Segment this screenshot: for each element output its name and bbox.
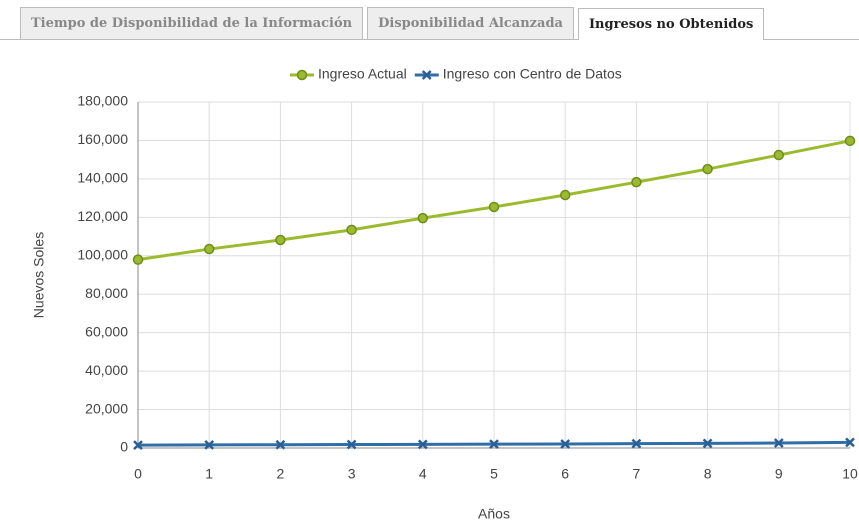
y-tick-label: 120,000 bbox=[77, 208, 128, 224]
tab[interactable]: Disponibilidad Alcanzada bbox=[367, 7, 574, 39]
marker bbox=[417, 212, 429, 224]
y-tick-label: 20,000 bbox=[85, 400, 128, 416]
x-tick-label: 6 bbox=[561, 466, 569, 482]
marker bbox=[845, 437, 855, 448]
marker bbox=[702, 163, 713, 175]
x-tick-label: 1 bbox=[205, 466, 213, 482]
marker bbox=[489, 439, 499, 450]
marker bbox=[702, 438, 713, 449]
legend-marker bbox=[421, 70, 432, 80]
marker bbox=[559, 189, 571, 201]
x-tick-label: 9 bbox=[775, 466, 783, 482]
x-tick-label: 2 bbox=[277, 466, 285, 482]
marker bbox=[346, 439, 357, 450]
legend-marker bbox=[296, 69, 308, 81]
x-tick-label: 10 bbox=[842, 466, 858, 482]
marker bbox=[631, 438, 642, 449]
y-tick-label: 100,000 bbox=[77, 246, 128, 262]
tab[interactable]: Ingresos no Obtenidos bbox=[577, 8, 765, 40]
x-tick-label: 7 bbox=[633, 466, 641, 482]
marker bbox=[631, 176, 642, 188]
marker bbox=[275, 234, 286, 246]
x-tick-label: 0 bbox=[134, 466, 142, 482]
marker bbox=[488, 201, 500, 213]
marker bbox=[275, 439, 286, 450]
x-tick-label: 3 bbox=[348, 466, 356, 482]
x-tick-label: 4 bbox=[419, 466, 427, 482]
tab[interactable]: Tiempo de Disponibilidad de la Informaci… bbox=[20, 7, 364, 39]
marker bbox=[204, 440, 215, 450]
y-tick-label: 140,000 bbox=[77, 170, 128, 186]
y-tick-label: 60,000 bbox=[85, 323, 128, 339]
marker bbox=[417, 439, 428, 450]
x-axis-label: Años bbox=[478, 506, 510, 522]
y-tick-label: 80,000 bbox=[85, 285, 128, 301]
y-tick-label: 180,000 bbox=[77, 93, 128, 109]
tab-bar: Tiempo de Disponibilidad de la Informaci… bbox=[0, 0, 859, 40]
x-tick-label: 5 bbox=[490, 466, 498, 482]
marker bbox=[132, 254, 144, 265]
legend-label: Ingreso Actual bbox=[318, 66, 407, 82]
marker bbox=[346, 224, 357, 236]
legend-label: Ingreso con Centro de Datos bbox=[443, 66, 622, 82]
marker bbox=[203, 243, 215, 255]
marker bbox=[133, 440, 143, 451]
y-tick-label: 40,000 bbox=[85, 362, 128, 378]
y-tick-label: 160,000 bbox=[77, 131, 128, 147]
marker bbox=[773, 438, 784, 448]
marker bbox=[844, 135, 856, 147]
marker bbox=[560, 439, 571, 449]
marker bbox=[773, 149, 785, 161]
x-tick-label: 8 bbox=[704, 466, 712, 482]
y-tick-label: 0 bbox=[120, 439, 128, 455]
y-axis-label: Nuevos Soles bbox=[31, 232, 47, 318]
